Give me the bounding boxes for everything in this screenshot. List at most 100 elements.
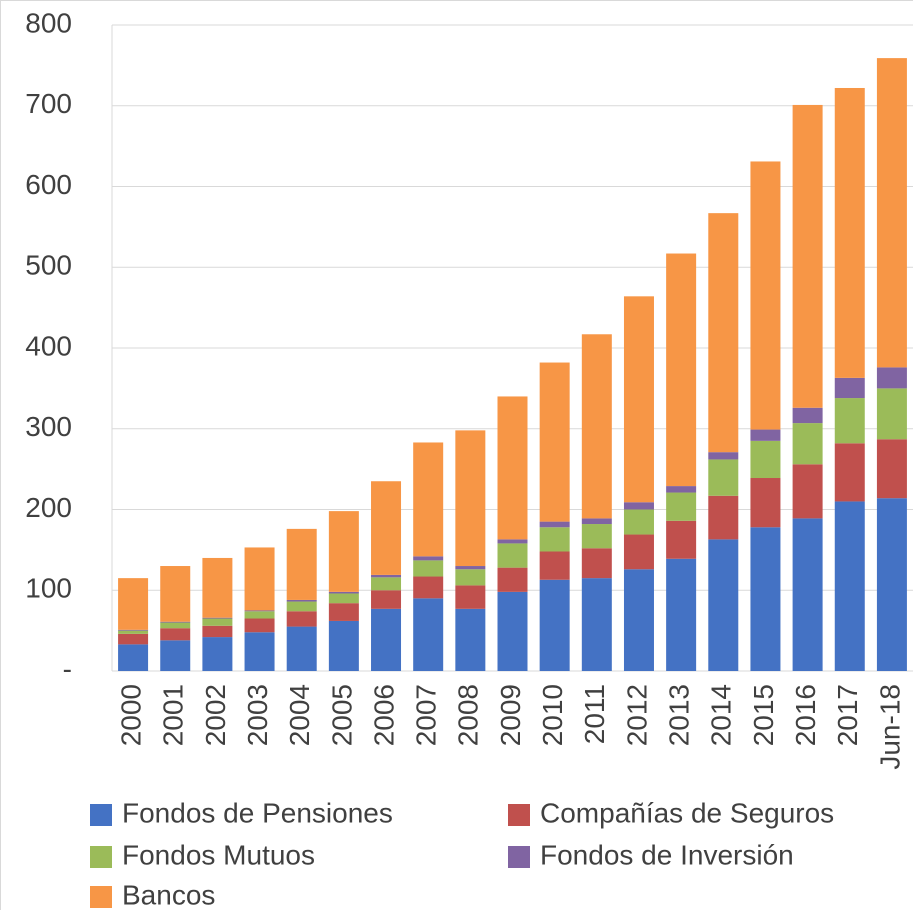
bar-segment [160, 621, 191, 623]
bar-segment [750, 440, 781, 479]
bar-segment [539, 521, 570, 528]
y-tick-label: 700 [25, 88, 72, 119]
bar-segment [539, 579, 570, 671]
bar-segment [750, 478, 781, 528]
bar-segment [160, 628, 191, 641]
bar-segment [202, 617, 233, 619]
bar-segment [834, 501, 865, 671]
legend-swatch [508, 804, 530, 826]
bar-segment [371, 590, 402, 609]
bar-segment [202, 625, 233, 638]
bar-segment [413, 556, 444, 561]
bar-segment [202, 557, 233, 618]
bar-segment [792, 464, 823, 519]
bar-segment [286, 626, 317, 671]
bar-segment [497, 567, 528, 592]
x-tick-label: 2012 [621, 684, 652, 746]
x-tick-label: 2010 [537, 684, 568, 746]
bar-segment [623, 502, 654, 510]
y-tick-label: 300 [25, 411, 72, 442]
bar-segment [202, 637, 233, 671]
bar-segment [497, 396, 528, 540]
bar-segment [244, 547, 275, 611]
legend-label: Compañías de Seguros [540, 797, 834, 828]
bar-segment [708, 213, 739, 453]
bar-segment [581, 578, 612, 671]
bar-segment [286, 611, 317, 627]
bar-segment [286, 599, 317, 602]
bar-segment [666, 253, 697, 487]
bar-segment [371, 574, 402, 578]
x-tick-label: 2009 [495, 684, 526, 746]
x-tick-label: 2017 [832, 684, 863, 746]
bar-segment [118, 630, 149, 634]
bar-segment [118, 578, 149, 630]
bar-segment [328, 511, 359, 592]
bar-segment [581, 524, 612, 549]
x-tick-label: 2008 [453, 684, 484, 746]
bar-segment [413, 560, 444, 577]
bar-segment [539, 551, 570, 580]
bar-segment [160, 640, 191, 671]
bar-segment [876, 388, 907, 440]
bar-segment [876, 58, 907, 368]
bar-segment [792, 423, 823, 465]
y-tick-label: 400 [25, 330, 72, 361]
bar-segment [244, 618, 275, 633]
bar-segment [371, 577, 402, 591]
bar-segment [708, 452, 739, 460]
bar-segment [834, 443, 865, 502]
x-tick-label: 2005 [326, 684, 357, 746]
bar-segment [455, 430, 486, 567]
x-tick-label: Jun-18 [874, 684, 905, 770]
legend-swatch [508, 846, 530, 868]
bar-segment [623, 534, 654, 570]
legend-swatch [90, 804, 112, 826]
bar-segment [750, 429, 781, 441]
bar-segment [708, 459, 739, 496]
bar-segment [328, 620, 359, 671]
bar-segment [118, 629, 149, 631]
bar-segment [497, 543, 528, 568]
bar-segment [328, 603, 359, 621]
bar-segment [581, 548, 612, 579]
bar-segment [708, 539, 739, 671]
legend-label: Bancos [122, 879, 215, 910]
bar-segment [834, 398, 865, 444]
bar-segment [413, 442, 444, 557]
bar-segment [666, 520, 697, 559]
bar-segment [371, 608, 402, 671]
y-tick-label: 500 [25, 250, 72, 281]
y-tick-label: 200 [25, 492, 72, 523]
bar-segment [623, 296, 654, 503]
y-tick-label: 100 [25, 573, 72, 604]
bar-segment [876, 498, 907, 671]
bar-segment [623, 509, 654, 535]
bar-segment [286, 601, 317, 612]
legend-label: Fondos de Pensiones [122, 797, 393, 828]
bar-segment [750, 161, 781, 430]
bar-segment [160, 566, 191, 622]
y-tick-label: 800 [25, 7, 72, 38]
bar-segment [623, 569, 654, 671]
bar-segment [708, 495, 739, 540]
y-tick-label: - [63, 653, 72, 684]
bar-segment [539, 362, 570, 522]
x-tick-label: 2000 [115, 684, 146, 746]
x-tick-label: 2004 [284, 684, 315, 746]
x-tick-label: 2013 [664, 684, 695, 746]
bar-segment [244, 611, 275, 619]
bar-segment [666, 558, 697, 671]
legend-label: Fondos Mutuos [122, 839, 315, 870]
legend-swatch [90, 846, 112, 868]
bar-segment [666, 492, 697, 521]
bar-segment [539, 527, 570, 552]
x-tick-label: 2001 [158, 684, 189, 746]
bar-segment [455, 566, 486, 570]
bar-segment [244, 632, 275, 671]
bar-segment [160, 622, 191, 629]
x-tick-label: 2015 [748, 684, 779, 746]
x-tick-label: 2007 [411, 684, 442, 746]
bar-segment [202, 618, 233, 626]
